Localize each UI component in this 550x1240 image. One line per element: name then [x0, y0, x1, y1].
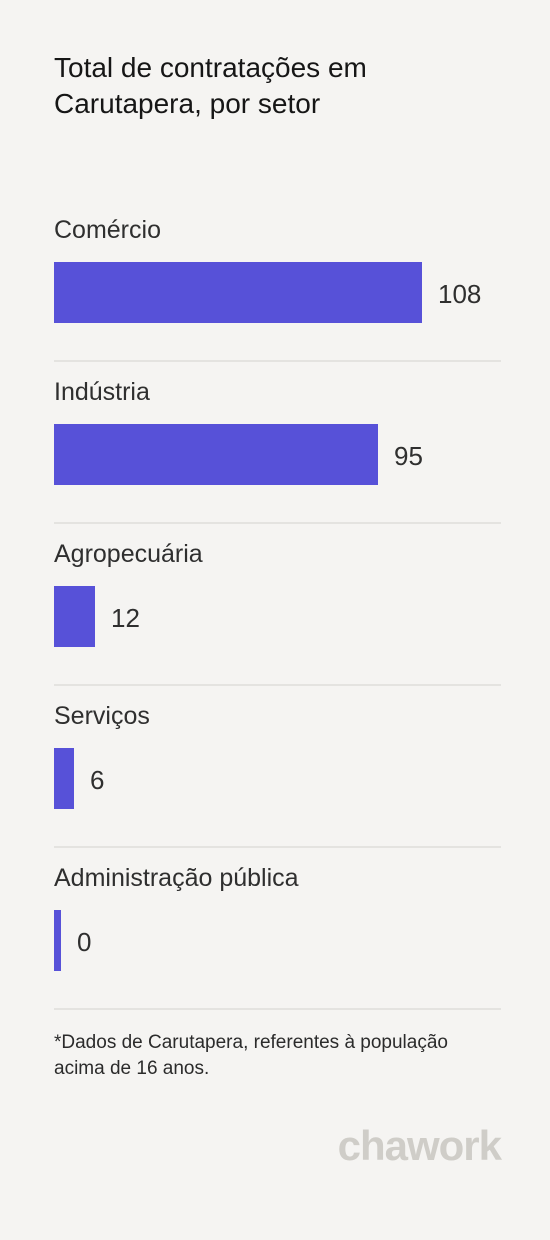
bar-row: Comércio 108 — [54, 200, 501, 362]
bar-row: Agropecuária 12 — [54, 524, 501, 686]
bar-row: Serviços 6 — [54, 686, 501, 848]
bar-value-label: 6 — [90, 765, 105, 795]
bar-row: Indústria 95 — [54, 362, 501, 524]
bar-value-label: 0 — [77, 927, 92, 957]
row-divider — [54, 684, 501, 686]
row-divider — [54, 522, 501, 524]
row-divider — [54, 360, 501, 362]
bar — [54, 262, 422, 323]
category-label: Agropecuária — [54, 540, 203, 568]
bar-chart: Comércio 108 Indústria 95 Agropecuária 12 Serv… — [54, 200, 501, 1010]
chart-title: Total de contratações em Carutapera, por… — [54, 52, 367, 119]
category-label: Serviços — [54, 702, 150, 730]
bar — [54, 748, 74, 809]
bar-value-label: 108 — [438, 279, 482, 309]
category-label: Administração pública — [54, 864, 299, 892]
bar-row: Administração pública 0 — [54, 848, 501, 1010]
row-divider — [54, 846, 501, 848]
footnote: *Dados de Carutapera, referentes à popul… — [54, 1032, 448, 1079]
bar — [54, 424, 378, 485]
bar — [54, 586, 95, 647]
bar-value-label: 95 — [394, 441, 423, 471]
category-label: Indústria — [54, 378, 150, 406]
bar — [54, 910, 61, 971]
row-divider — [54, 1008, 501, 1010]
bar-value-label: 12 — [111, 603, 140, 633]
category-label: Comércio — [54, 216, 161, 244]
chawork-logo: chawork — [337, 1122, 502, 1169]
